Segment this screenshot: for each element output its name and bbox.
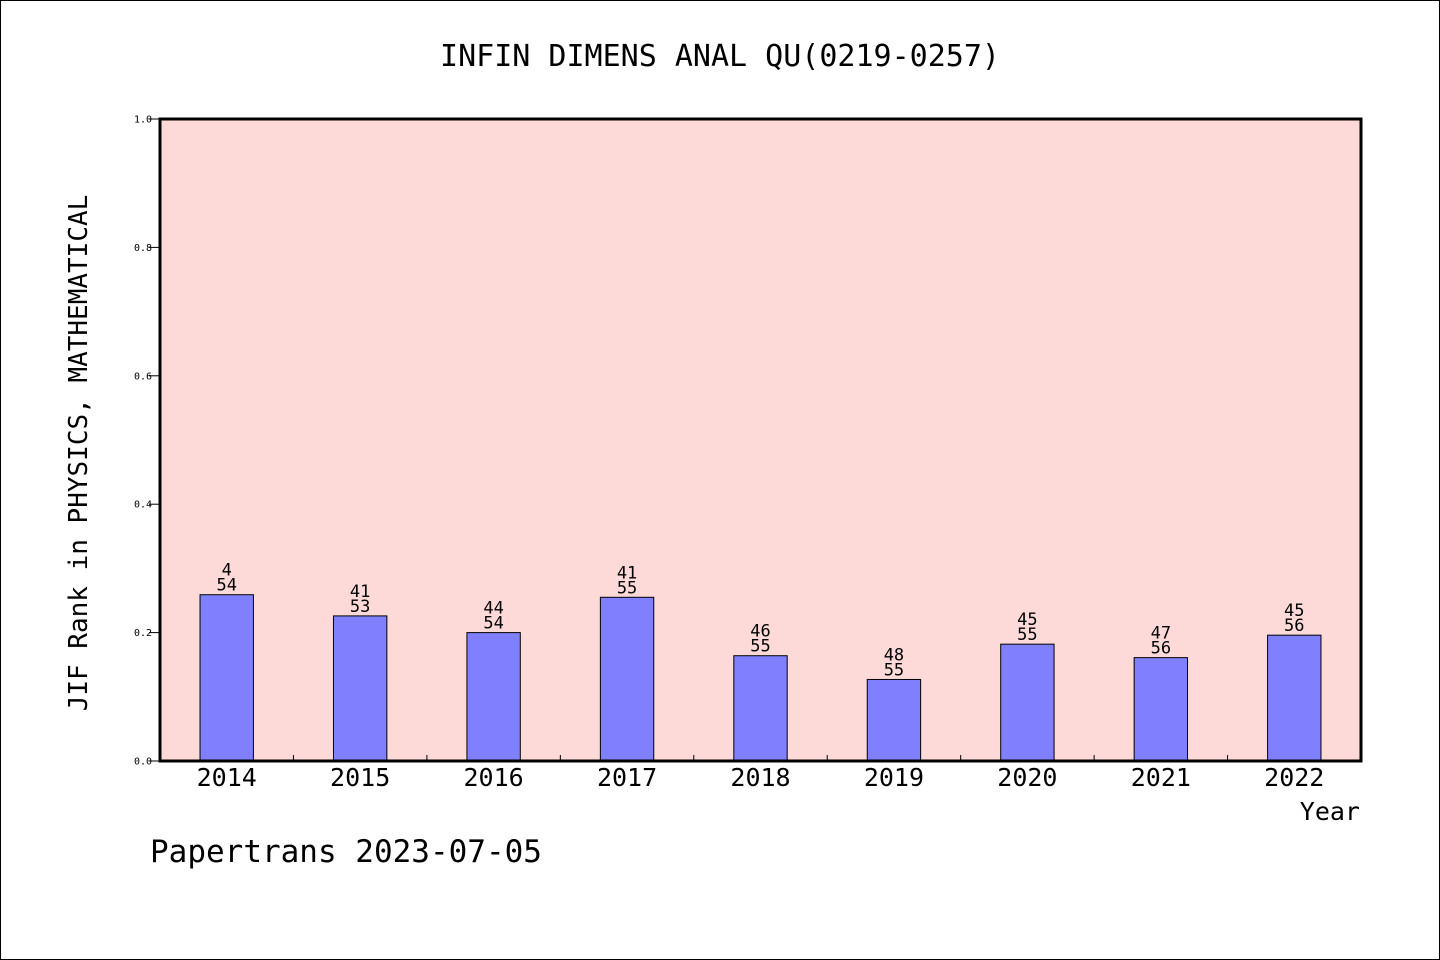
bar-total-label: 54 — [483, 614, 503, 634]
y-tick-label: 0.2 — [134, 628, 152, 639]
bar-rank-label: 4 — [222, 561, 232, 581]
x-tick-label: 2022 — [1264, 763, 1324, 792]
bar — [466, 632, 521, 762]
footer-text: Papertrans 2023-07-05 — [150, 834, 542, 870]
bar-rank-label: 44 — [483, 599, 503, 619]
bar — [733, 655, 788, 762]
bar-total-label: 54 — [216, 576, 236, 596]
bar — [332, 615, 388, 762]
y-tick-label: 0.4 — [134, 500, 152, 511]
bar — [1000, 643, 1055, 762]
bar — [599, 596, 655, 762]
bar — [199, 594, 254, 762]
y-tick-label: 0.6 — [134, 371, 152, 382]
bar-total-label: 55 — [617, 578, 637, 598]
chart-title: INFIN DIMENS ANAL QU(0219-0257) — [440, 39, 1000, 74]
x-tick-label: 2021 — [1131, 763, 1191, 792]
y-tick-label: 0.8 — [134, 243, 152, 254]
bar — [1133, 657, 1189, 762]
y-tick-label: 0.0 — [134, 757, 152, 768]
bar — [866, 678, 922, 762]
bar-total-label: 55 — [1017, 625, 1037, 645]
bar-rank-label: 46 — [750, 622, 770, 642]
bar-total-label: 53 — [350, 597, 370, 617]
bar-rank-label: 45 — [1017, 610, 1037, 630]
x-tick-label: 2019 — [864, 763, 924, 792]
bar-total-label: 56 — [1151, 639, 1171, 659]
bar-total-label: 56 — [1284, 616, 1304, 636]
x-tick-label: 2016 — [464, 763, 524, 792]
bar-rank-label: 48 — [884, 645, 904, 665]
bar-total-label: 55 — [884, 660, 904, 680]
plot-border — [158, 117, 1363, 763]
x-tick-label: 2020 — [997, 763, 1057, 792]
bar-rank-label: 47 — [1151, 624, 1171, 644]
x-tick-label: 2014 — [197, 763, 257, 792]
bar-rank-label: 45 — [1284, 601, 1304, 621]
x-tick-label: 2017 — [597, 763, 657, 792]
bar-total-label: 55 — [750, 637, 770, 657]
y-axis-label: JIF Rank in PHYSICS, MATHEMATICAL — [64, 195, 94, 712]
y-tick-label: 1.0 — [134, 115, 152, 126]
x-tick-label: 2015 — [330, 763, 390, 792]
x-axis-label: Year — [1300, 797, 1360, 826]
bar-rank-label: 41 — [350, 582, 370, 602]
bar — [1267, 634, 1322, 762]
x-tick-label: 2018 — [730, 763, 790, 792]
bar-rank-label: 41 — [617, 563, 637, 583]
